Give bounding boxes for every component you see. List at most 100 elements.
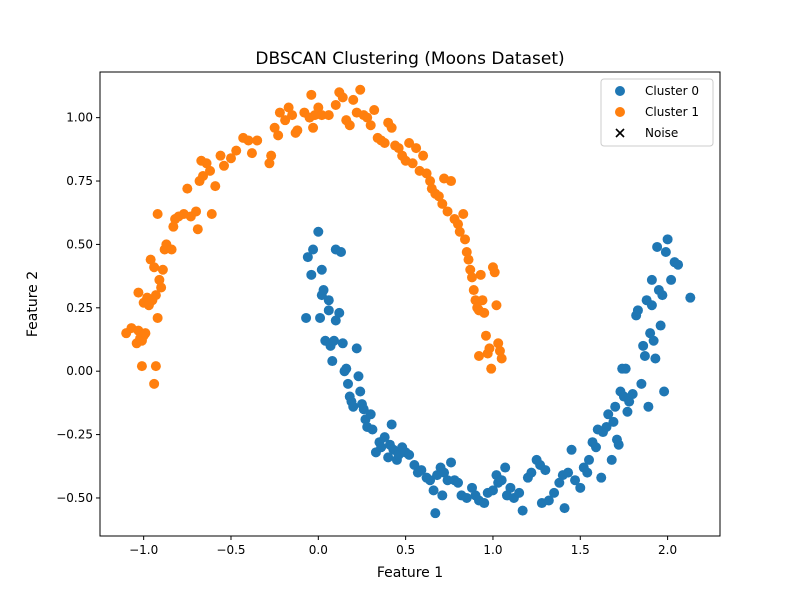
data-point-series-1-59	[292, 125, 303, 136]
data-point-series-1-65	[313, 102, 324, 113]
data-point-series-0-14	[329, 335, 340, 346]
data-point-series-1-21	[149, 262, 160, 273]
data-point-series-0-0	[301, 312, 312, 323]
data-point-series-1-86	[393, 143, 404, 154]
data-point-series-0-11	[323, 305, 334, 316]
data-point-series-0-41	[386, 419, 397, 430]
data-point-series-1-53	[273, 130, 284, 141]
data-point-series-0-114	[627, 389, 638, 400]
data-point-series-1-34	[192, 224, 203, 235]
data-point-series-0-74	[500, 462, 511, 473]
data-point-series-1-17	[157, 264, 168, 275]
data-point-series-1-33	[191, 206, 202, 217]
data-point-series-1-47	[243, 135, 254, 146]
data-point-series-1-62	[306, 89, 317, 100]
data-point-series-1-108	[461, 247, 472, 258]
data-point-series-1-105	[454, 226, 465, 237]
data-point-series-1-113	[470, 295, 481, 306]
data-point-series-1-50	[264, 158, 275, 169]
data-point-series-1-43	[219, 160, 229, 171]
data-point-series-0-59	[442, 475, 453, 486]
x-tick-label-0: −1.0	[129, 543, 158, 557]
data-point-series-1-40	[206, 208, 217, 219]
data-point-series-1-70	[337, 92, 348, 103]
data-point-series-0-106	[610, 401, 621, 412]
data-point-series-0-124	[648, 335, 659, 346]
data-point-series-0-22	[343, 378, 353, 389]
data-point-series-0-86	[543, 495, 554, 506]
data-point-series-0-122	[645, 328, 656, 339]
legend-entry-noise: Noise	[615, 126, 678, 140]
data-point-series-1-52	[269, 122, 280, 133]
plot-area	[99, 71, 721, 537]
data-point-series-0-88	[554, 477, 565, 488]
data-point-series-1-38	[201, 158, 212, 169]
noise-x-stroke-b	[615, 128, 625, 138]
data-point-series-1-127	[496, 353, 507, 364]
legend-entry-cluster-1: Cluster 1	[615, 105, 699, 119]
y-tick-label-2: 0.00	[66, 364, 93, 378]
data-point-series-0-94	[575, 482, 586, 493]
data-point-series-1-26	[166, 244, 177, 255]
legend-marker-cluster-0	[615, 86, 625, 96]
data-point-series-0-5	[315, 312, 326, 323]
data-point-series-1-14	[152, 312, 163, 323]
data-point-series-0-92	[566, 444, 577, 455]
data-point-series-0-52	[425, 475, 436, 486]
x-tick-label-6: 2.0	[658, 543, 677, 557]
data-point-series-0-39	[383, 452, 394, 463]
x-tick-label-2: 0.0	[309, 543, 328, 557]
x-tick-label-1: −0.5	[216, 543, 245, 557]
data-point-series-1-63	[308, 122, 319, 133]
data-point-series-0-3	[308, 244, 319, 255]
data-point-series-1-126	[494, 345, 505, 356]
y-tick-label-3: 0.25	[66, 301, 93, 315]
data-point-series-0-65	[467, 482, 477, 493]
data-point-series-0-47	[404, 449, 415, 460]
data-point-series-1-128	[486, 363, 497, 374]
data-point-series-1-22	[136, 361, 147, 372]
data-point-series-0-54	[430, 508, 441, 519]
data-point-series-0-4	[313, 226, 324, 237]
data-point-series-1-82	[379, 137, 390, 148]
data-point-series-1-42	[215, 150, 226, 161]
data-point-series-1-41	[210, 181, 221, 192]
data-point-series-0-137	[685, 292, 696, 303]
x-tick-label-4: 1.0	[483, 543, 502, 557]
data-point-series-0-28	[355, 386, 366, 397]
data-point-series-0-34	[367, 424, 378, 435]
data-point-series-0-130	[659, 386, 670, 397]
y-tick-label-1: −0.25	[56, 428, 93, 442]
data-point-series-1-91	[411, 143, 422, 154]
data-point-series-0-48	[409, 460, 420, 471]
data-point-series-0-37	[376, 442, 387, 453]
data-point-series-0-78	[514, 487, 525, 498]
data-point-series-1-98	[433, 191, 444, 202]
data-point-series-1-25	[152, 208, 163, 219]
data-point-series-1-31	[182, 183, 193, 194]
data-point-series-0-97	[584, 454, 595, 465]
data-point-series-0-50	[416, 465, 427, 476]
y-tick-label-6: 1.00	[66, 111, 93, 125]
data-point-series-0-68	[479, 498, 490, 509]
data-point-series-0-104	[603, 409, 614, 420]
data-point-series-0-25	[348, 401, 359, 412]
data-point-series-0-53	[428, 485, 439, 496]
data-point-series-0-18	[337, 338, 348, 349]
data-point-series-0-128	[655, 320, 666, 331]
legend-marker-noise	[615, 128, 625, 138]
data-point-series-1-67	[323, 110, 334, 121]
data-point-series-0-96	[582, 467, 593, 478]
legend-box	[600, 78, 714, 147]
data-point-series-0-8	[318, 285, 329, 296]
data-point-series-1-104	[453, 219, 464, 230]
data-point-series-1-118	[479, 307, 490, 318]
data-point-series-0-73	[496, 475, 507, 486]
data-point-series-0-121	[643, 401, 654, 412]
data-point-series-1-68	[330, 99, 341, 110]
data-point-series-1-125	[493, 338, 504, 349]
data-point-series-0-99	[591, 442, 601, 453]
data-point-series-1-121	[484, 343, 495, 354]
data-point-series-1-55	[280, 115, 291, 126]
data-point-series-0-79	[517, 505, 528, 516]
